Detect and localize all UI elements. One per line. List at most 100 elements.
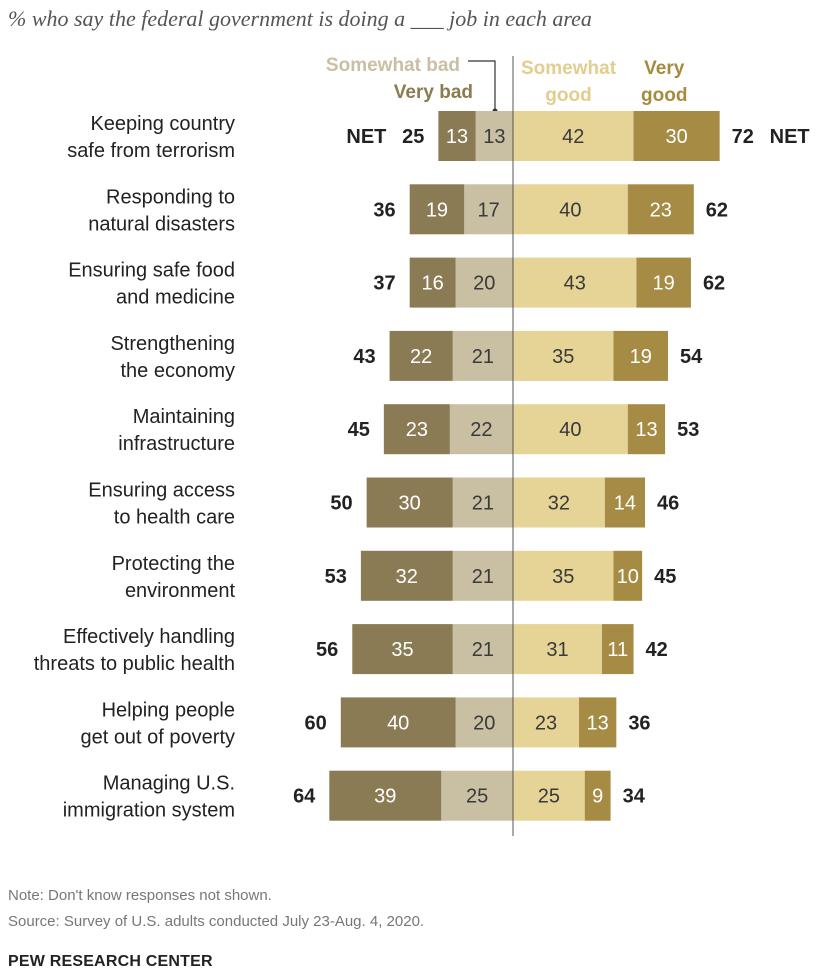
data-label-very-bad: 16	[422, 273, 444, 295]
data-label-very-good: 30	[665, 126, 687, 148]
bar-somewhat-bad	[452, 477, 513, 528]
bar-somewhat-bad	[441, 770, 513, 821]
bar-very-bad	[383, 404, 450, 455]
bar-somewhat-good	[513, 184, 628, 235]
bar-somewhat-good	[513, 550, 614, 601]
bar-very-bad	[352, 624, 453, 675]
data-label-very-bad: 35	[391, 639, 413, 661]
bar-very-good	[601, 624, 634, 675]
data-label-very-good: 13	[635, 419, 657, 441]
legend-very-good: Very good	[641, 58, 688, 106]
bar-very-bad	[366, 477, 453, 528]
net-bad-label: 50	[330, 493, 352, 515]
category-label: immigration system	[63, 800, 235, 822]
data-label-somewhat-good: 40	[559, 419, 581, 441]
bar-somewhat-good	[513, 257, 637, 308]
category-label: Ensuring safe food	[68, 260, 235, 282]
data-label-somewhat-bad: 17	[477, 199, 499, 221]
net-good-label: 54	[680, 346, 703, 368]
data-label-very-bad: 22	[410, 346, 432, 368]
category-label: Responding to	[106, 186, 235, 208]
net-bad-label: 60	[305, 712, 327, 734]
data-label-very-good: 19	[653, 273, 675, 295]
data-label-somewhat-good: 31	[546, 639, 568, 661]
data-label-somewhat-bad: 13	[483, 126, 505, 148]
data-label-somewhat-bad: 25	[466, 786, 488, 808]
data-label-somewhat-bad: 21	[472, 493, 494, 515]
bar-somewhat-good	[513, 404, 628, 455]
bar-very-good	[627, 404, 666, 455]
bar-very-bad	[409, 257, 456, 308]
data-label-somewhat-bad: 20	[473, 273, 495, 295]
category-label: infrastructure	[118, 433, 235, 455]
legend-very-bad: Very bad	[393, 82, 473, 103]
data-label-very-good: 9	[592, 786, 603, 808]
category-label: threats to public health	[34, 653, 235, 675]
bar-somewhat-good	[513, 330, 614, 381]
net-bad-prefix: NET	[346, 126, 386, 148]
data-label-very-bad: 19	[426, 199, 448, 221]
bar-somewhat-good	[513, 770, 585, 821]
net-good-suffix: NET	[770, 126, 810, 148]
bar-very-bad	[409, 184, 465, 235]
data-label-somewhat-bad: 20	[473, 712, 495, 734]
bar-very-bad	[438, 111, 476, 161]
bar-very-bad	[389, 330, 453, 381]
data-label-somewhat-good: 35	[552, 346, 574, 368]
category-label: environment	[125, 580, 236, 602]
data-label-very-good: 14	[614, 493, 636, 515]
data-label-somewhat-good: 23	[535, 712, 557, 734]
legend-somewhat-good: Somewhat good	[521, 58, 617, 106]
category-label: and medicine	[116, 287, 235, 309]
data-label-very-good: 23	[650, 199, 672, 221]
category-label: safe from terrorism	[67, 140, 235, 162]
data-label-very-bad: 13	[446, 126, 468, 148]
category-label: to health care	[114, 507, 235, 529]
data-label-somewhat-bad: 21	[472, 346, 494, 368]
category-label: Protecting the	[112, 553, 235, 575]
category-label: Strengthening	[110, 333, 235, 355]
net-good-label: 53	[677, 419, 699, 441]
category-label: Maintaining	[133, 406, 235, 428]
bar-very-bad	[360, 550, 453, 601]
net-bad-label: 53	[325, 566, 347, 588]
bar-somewhat-good	[513, 697, 580, 748]
bar-very-good	[613, 330, 668, 381]
bar-somewhat-bad	[449, 404, 513, 455]
data-label-very-good: 10	[617, 566, 639, 588]
bar-somewhat-bad	[452, 330, 513, 381]
bar-somewhat-bad	[464, 184, 513, 235]
data-label-very-good: 11	[607, 639, 628, 661]
bar-somewhat-bad	[475, 111, 513, 161]
net-bad-label: 45	[348, 419, 370, 441]
bar-somewhat-bad	[452, 624, 513, 675]
net-good-label: 45	[654, 566, 676, 588]
brand-logo-text: PEW RESEARCH CENTER	[8, 953, 213, 970]
chart-source: Source: Survey of U.S. adults conducted …	[8, 913, 425, 930]
data-label-very-bad: 30	[399, 493, 421, 515]
net-bad-label: 56	[316, 639, 338, 661]
net-good-label: 36	[628, 712, 650, 734]
bar-very-good	[636, 257, 691, 308]
legend-somewhat-bad: Somewhat bad	[325, 55, 460, 76]
data-label-very-good: 19	[630, 346, 652, 368]
bar-very-good	[584, 770, 611, 821]
net-good-label: 62	[706, 199, 728, 221]
data-label-very-bad: 32	[396, 566, 418, 588]
bar-very-good	[627, 184, 694, 235]
category-label: Effectively handling	[63, 626, 235, 648]
net-bad-label: 36	[373, 199, 395, 221]
net-good-label: 72	[732, 126, 754, 148]
net-good-label: 46	[657, 493, 679, 515]
data-label-very-good: 13	[587, 712, 609, 734]
chart-subtitle: % who say the federal government is doin…	[8, 6, 592, 31]
category-label: the economy	[120, 360, 235, 382]
category-label: Helping people	[102, 699, 235, 721]
data-label-somewhat-bad: 21	[472, 639, 494, 661]
net-bad-label: 37	[373, 273, 395, 295]
net-bad-label: 25	[402, 126, 424, 148]
bar-somewhat-bad	[455, 697, 513, 748]
data-label-somewhat-bad: 21	[472, 566, 494, 588]
bar-very-good	[604, 477, 646, 528]
